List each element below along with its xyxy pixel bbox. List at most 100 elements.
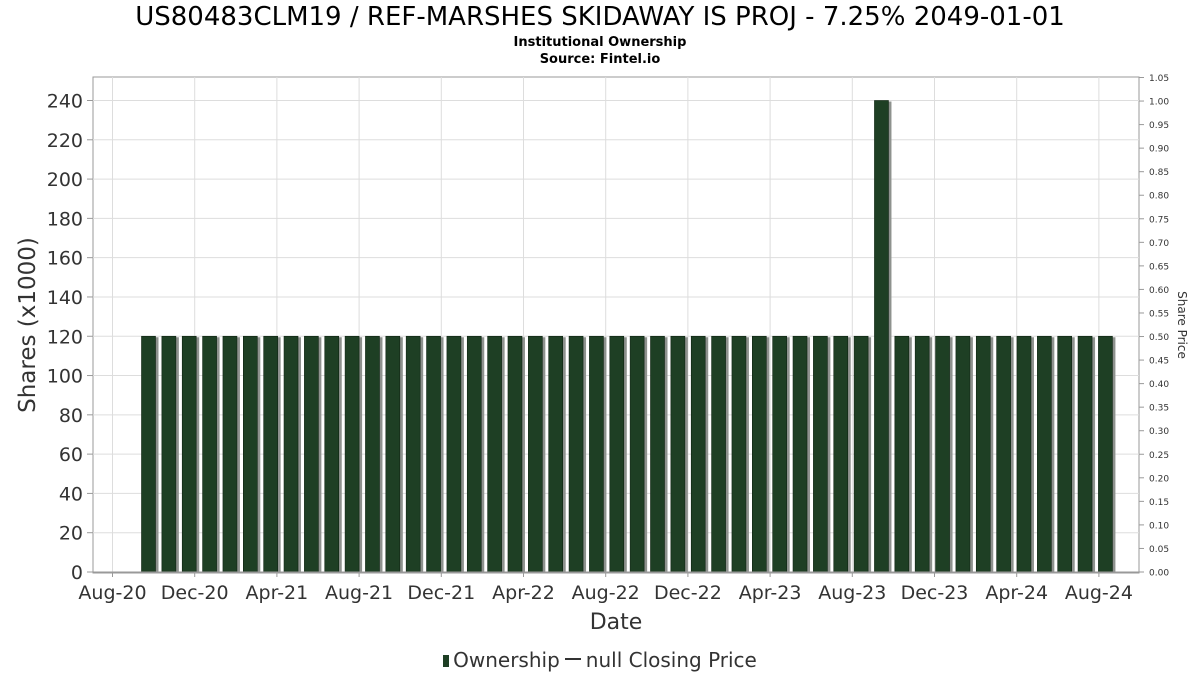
ownership-bar: [568, 335, 584, 573]
ownership-bar: [772, 335, 787, 573]
y-tick-label: 120: [47, 326, 83, 348]
y2-tick-label: 0.80: [1149, 192, 1169, 202]
y2-tick-label: 0.60: [1149, 286, 1169, 296]
y2-tick-label: 1.05: [1149, 74, 1169, 84]
ownership-bar: [263, 335, 278, 573]
ownership-bar: [975, 335, 991, 573]
y2-tick-label: 0.45: [1149, 357, 1169, 367]
ownership-bar: [141, 335, 156, 573]
y-tick-label: 80: [59, 405, 83, 427]
y-tick-label: 60: [59, 444, 83, 466]
ownership-bar: [609, 335, 625, 573]
ownership-bar: [751, 335, 767, 573]
ownership-bar: [344, 335, 360, 573]
ownership-bar: [243, 335, 258, 573]
ownership-bar: [1077, 335, 1093, 573]
ownership-bar: [466, 335, 482, 573]
x-tick-label: Aug-22: [572, 582, 640, 604]
x-tick-label: Dec-22: [654, 582, 722, 604]
ownership-bar: [1098, 335, 1113, 573]
bar-layer: [141, 100, 1116, 573]
y-axis-title: Shares (x1000): [15, 237, 41, 413]
y2-tick-label: 0.25: [1149, 451, 1169, 461]
y2-tick-label: 0.50: [1149, 333, 1169, 343]
y2-tick-label: 0.15: [1149, 498, 1169, 508]
y2-tick-label: 0.35: [1149, 404, 1169, 414]
x-tick-label: Apr-23: [739, 582, 802, 604]
y-tick-label: 100: [47, 366, 83, 388]
ownership-bar: [405, 335, 421, 573]
ownership-bar: [833, 335, 849, 573]
x-tick-label: Apr-21: [246, 582, 309, 604]
ownership-bar: [202, 335, 217, 573]
ownership-bar: [650, 335, 665, 573]
y2-tick-label: 1.00: [1149, 98, 1169, 108]
ownership-bar: [731, 335, 747, 573]
ownership-bar: [894, 335, 910, 573]
y-tick-label: 40: [59, 483, 83, 505]
ownership-legend-swatch: [443, 655, 450, 667]
y2-tick-label: 0.75: [1149, 215, 1169, 225]
ownership-bar: [914, 335, 930, 573]
ownership-bar: [385, 335, 401, 573]
ownership-bar: [1016, 335, 1032, 573]
ownership-bar: [711, 335, 726, 573]
ownership-bar: [874, 100, 889, 573]
y2-tick-label: 0.95: [1149, 121, 1169, 131]
y2-axis-title: Share Price: [1175, 291, 1189, 359]
y2-tick-label: 0.30: [1149, 427, 1169, 437]
ownership-bar: [589, 335, 604, 573]
ownership-bar: [426, 335, 441, 573]
y-tick-label: 200: [47, 169, 83, 191]
x-tick-label: Dec-21: [407, 582, 475, 604]
y2-tick-label: 0.85: [1149, 168, 1169, 178]
ownership-bar: [690, 335, 706, 573]
ownership-bar: [935, 335, 950, 573]
y2-tick-label: 0.90: [1149, 145, 1169, 155]
x-tick-label: Apr-22: [492, 582, 555, 604]
x-tick-label: Dec-20: [161, 582, 229, 604]
y2-tick-label: 0.65: [1149, 262, 1169, 272]
y2-tick-label: 0.70: [1149, 239, 1169, 249]
ownership-bar: [996, 335, 1011, 573]
x-tick-label: Aug-20: [78, 582, 146, 604]
y-tick-label: 240: [47, 91, 83, 113]
legend-ownership-label: Ownership: [453, 648, 560, 672]
ownership-bar: [670, 335, 686, 573]
ownership-bar: [528, 335, 543, 573]
y2-tick-label: 0.05: [1149, 545, 1169, 555]
y-tick-label: 160: [47, 248, 83, 270]
ownership-bar: [181, 335, 197, 573]
ownership-bar: [792, 335, 808, 573]
x-tick-label: Aug-23: [818, 582, 886, 604]
x-tick-label: Aug-24: [1065, 582, 1133, 604]
y-tick-label: 0: [71, 562, 83, 584]
ownership-bar: [813, 335, 828, 573]
x-tick-label: Aug-21: [325, 582, 393, 604]
ownership-bar: [1037, 335, 1052, 573]
ownership-bar: [365, 335, 380, 573]
ownership-bar: [548, 335, 564, 573]
y2-tick-label: 0.00: [1149, 569, 1169, 579]
ownership-bar: [487, 335, 502, 573]
ownership-bar: [304, 335, 319, 573]
price-legend-line: [564, 658, 581, 660]
ownership-bar: [955, 335, 971, 573]
y2-tick-label: 0.55: [1149, 309, 1169, 319]
y-tick-label: 180: [47, 208, 83, 230]
y2-tick-label: 0.10: [1149, 521, 1169, 531]
ownership-bar: [507, 335, 523, 573]
ownership-bar: [853, 335, 869, 573]
y-tick-label: 140: [47, 287, 83, 309]
ownership-bar: [1057, 335, 1072, 573]
x-tick-label: Apr-24: [985, 582, 1048, 604]
chart-source: Source: Fintel.io: [539, 52, 661, 67]
y2-tick-label: 0.20: [1149, 474, 1169, 484]
ownership-bar: [446, 335, 462, 573]
legend-price-label: null Closing Price: [585, 648, 757, 672]
y-tick-label: 20: [59, 523, 83, 545]
legend: Ownership null Closing Price: [0, 648, 1200, 672]
x-axis-title: Date: [590, 610, 643, 635]
chart-title: US80483CLM19 / REF-MARSHES SKIDAWAY IS P…: [135, 2, 1065, 32]
